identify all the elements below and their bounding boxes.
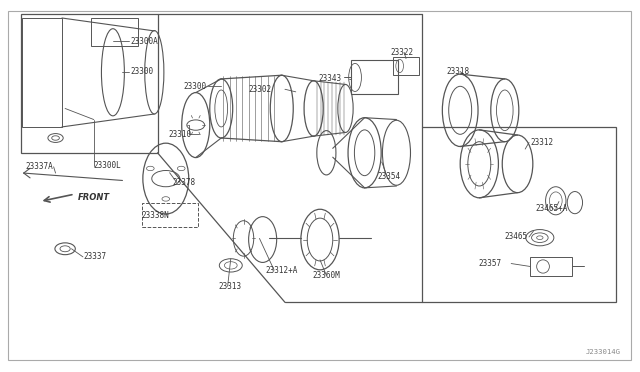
Bar (141, 203, 198, 227)
Bar (22, 18, 62, 127)
Text: 23338N: 23338N (141, 211, 170, 220)
Text: 23313: 23313 (218, 282, 241, 291)
Text: 23310: 23310 (168, 130, 191, 139)
Bar (394, 57, 419, 75)
Bar (20, 14, 157, 153)
Text: 23354: 23354 (378, 171, 401, 180)
Text: J233014G: J233014G (586, 349, 621, 355)
Bar (422, 127, 616, 302)
Text: 23343: 23343 (319, 74, 342, 83)
Text: 23300: 23300 (183, 82, 206, 91)
Text: 23300: 23300 (130, 67, 153, 76)
Text: 23378: 23378 (172, 178, 195, 187)
Bar (531, 257, 572, 276)
Text: 23360M: 23360M (312, 271, 340, 280)
Text: FRONT: FRONT (78, 193, 110, 202)
Text: 23300A: 23300A (130, 37, 158, 46)
Text: 23312+A: 23312+A (266, 266, 298, 275)
Bar (351, 61, 397, 94)
Text: 23300L: 23300L (94, 161, 122, 170)
Text: 23465+A: 23465+A (536, 203, 568, 213)
Text: 23357: 23357 (478, 259, 501, 268)
Text: 23318: 23318 (446, 67, 469, 76)
Text: 23337A: 23337A (26, 162, 53, 171)
Text: 23322: 23322 (390, 48, 413, 57)
Text: 23337: 23337 (83, 252, 106, 262)
Text: 23312: 23312 (531, 138, 554, 147)
Text: 23465: 23465 (505, 232, 528, 241)
Bar (91, 18, 138, 46)
Text: 23302: 23302 (248, 85, 272, 94)
